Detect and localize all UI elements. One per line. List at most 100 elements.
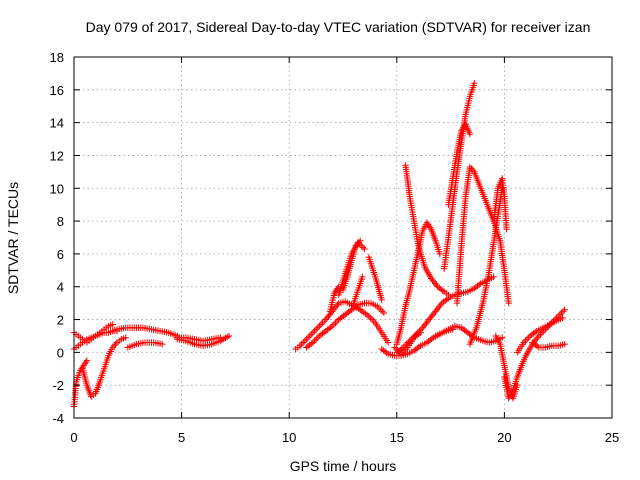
series-track-17 (402, 162, 452, 299)
data-point (361, 245, 368, 253)
data-point (319, 330, 326, 337)
data-point (474, 282, 481, 290)
data-point (312, 336, 320, 343)
x-axis-label: GPS time / hours (290, 458, 397, 474)
data-point (410, 347, 418, 354)
series-track-23 (466, 185, 506, 348)
data-point (528, 331, 536, 338)
data-point (436, 284, 443, 292)
data-point (306, 341, 313, 349)
data-point (378, 345, 385, 353)
data-point (425, 338, 432, 345)
data-point (322, 327, 329, 335)
series-track-25 (492, 332, 521, 402)
data-point (464, 329, 472, 336)
data-point (335, 316, 342, 323)
data-point (466, 130, 474, 138)
data-point (559, 314, 566, 322)
series-track-28 (529, 339, 568, 351)
data-point (471, 285, 478, 292)
y-tick-label: -2 (52, 378, 64, 393)
y-tick-label: 0 (57, 345, 64, 360)
y-tick-label: 8 (57, 214, 64, 229)
data-point (378, 296, 385, 304)
data-point (377, 306, 384, 313)
data-point (324, 326, 331, 334)
series-track-08 (174, 334, 224, 345)
data-point (530, 330, 537, 337)
data-point (298, 340, 305, 348)
data-point (417, 329, 424, 336)
data-point (301, 337, 309, 345)
data-point (505, 299, 512, 307)
data-point (532, 341, 539, 349)
plot-frame (73, 56, 613, 419)
series-track-04 (79, 334, 129, 400)
data-point (316, 332, 323, 340)
data-point (529, 339, 536, 346)
data-point (437, 285, 445, 293)
data-point (343, 310, 350, 317)
data-point (304, 343, 312, 350)
data-point (380, 309, 388, 317)
data-points (70, 80, 568, 410)
x-tick-label: 20 (497, 430, 511, 445)
series-track-05 (109, 324, 181, 340)
y-tick-label: -4 (52, 411, 64, 426)
grid (74, 57, 612, 418)
data-point (333, 317, 341, 325)
series-track-10 (303, 299, 388, 351)
data-point (316, 322, 323, 330)
data-point (345, 308, 352, 316)
y-tick-label: 4 (57, 280, 64, 295)
data-point (428, 335, 435, 343)
data-point (309, 329, 317, 336)
data-point (303, 344, 310, 351)
data-point (353, 302, 360, 310)
data-point (327, 324, 334, 331)
data-point (436, 250, 444, 258)
data-point (503, 226, 510, 233)
series-track-18 (393, 219, 444, 348)
data-point (381, 348, 389, 355)
data-point (443, 296, 451, 303)
data-point (217, 334, 224, 341)
data-point (534, 343, 541, 350)
series-track-24 (490, 175, 510, 233)
data-point (368, 316, 376, 323)
data-point (320, 329, 328, 336)
data-point (225, 332, 233, 340)
x-tick-label: 15 (390, 430, 404, 445)
data-point (414, 331, 421, 339)
data-point (306, 332, 313, 340)
data-point (314, 334, 321, 341)
data-point (351, 304, 359, 311)
data-point (423, 339, 431, 346)
data-point (317, 331, 325, 338)
data-point (531, 329, 539, 336)
data-point (472, 283, 480, 291)
data-point (415, 330, 423, 338)
data-point (439, 287, 446, 294)
data-point (414, 345, 421, 352)
data-point (415, 343, 423, 351)
data-point (304, 334, 312, 341)
y-tick-label: 18 (50, 50, 64, 65)
data-point (440, 298, 447, 306)
data-point (558, 309, 565, 317)
data-point (434, 283, 441, 290)
data-point (340, 312, 347, 320)
data-point (319, 319, 326, 327)
data-point (412, 346, 419, 353)
y-tick-label: 2 (57, 313, 64, 328)
data-point (159, 340, 166, 348)
tick-labels: -4 -2 0 2 4 6 8 10 12 14 16 18 0 5 10 15 20 25 (50, 50, 620, 445)
data-point (312, 326, 320, 333)
data-point (522, 337, 529, 345)
data-point (384, 339, 392, 346)
data-point (332, 319, 339, 327)
y-tick-label: 16 (50, 83, 64, 98)
data-point (380, 347, 387, 354)
series-track-13 (350, 273, 366, 307)
data-point (112, 340, 119, 348)
